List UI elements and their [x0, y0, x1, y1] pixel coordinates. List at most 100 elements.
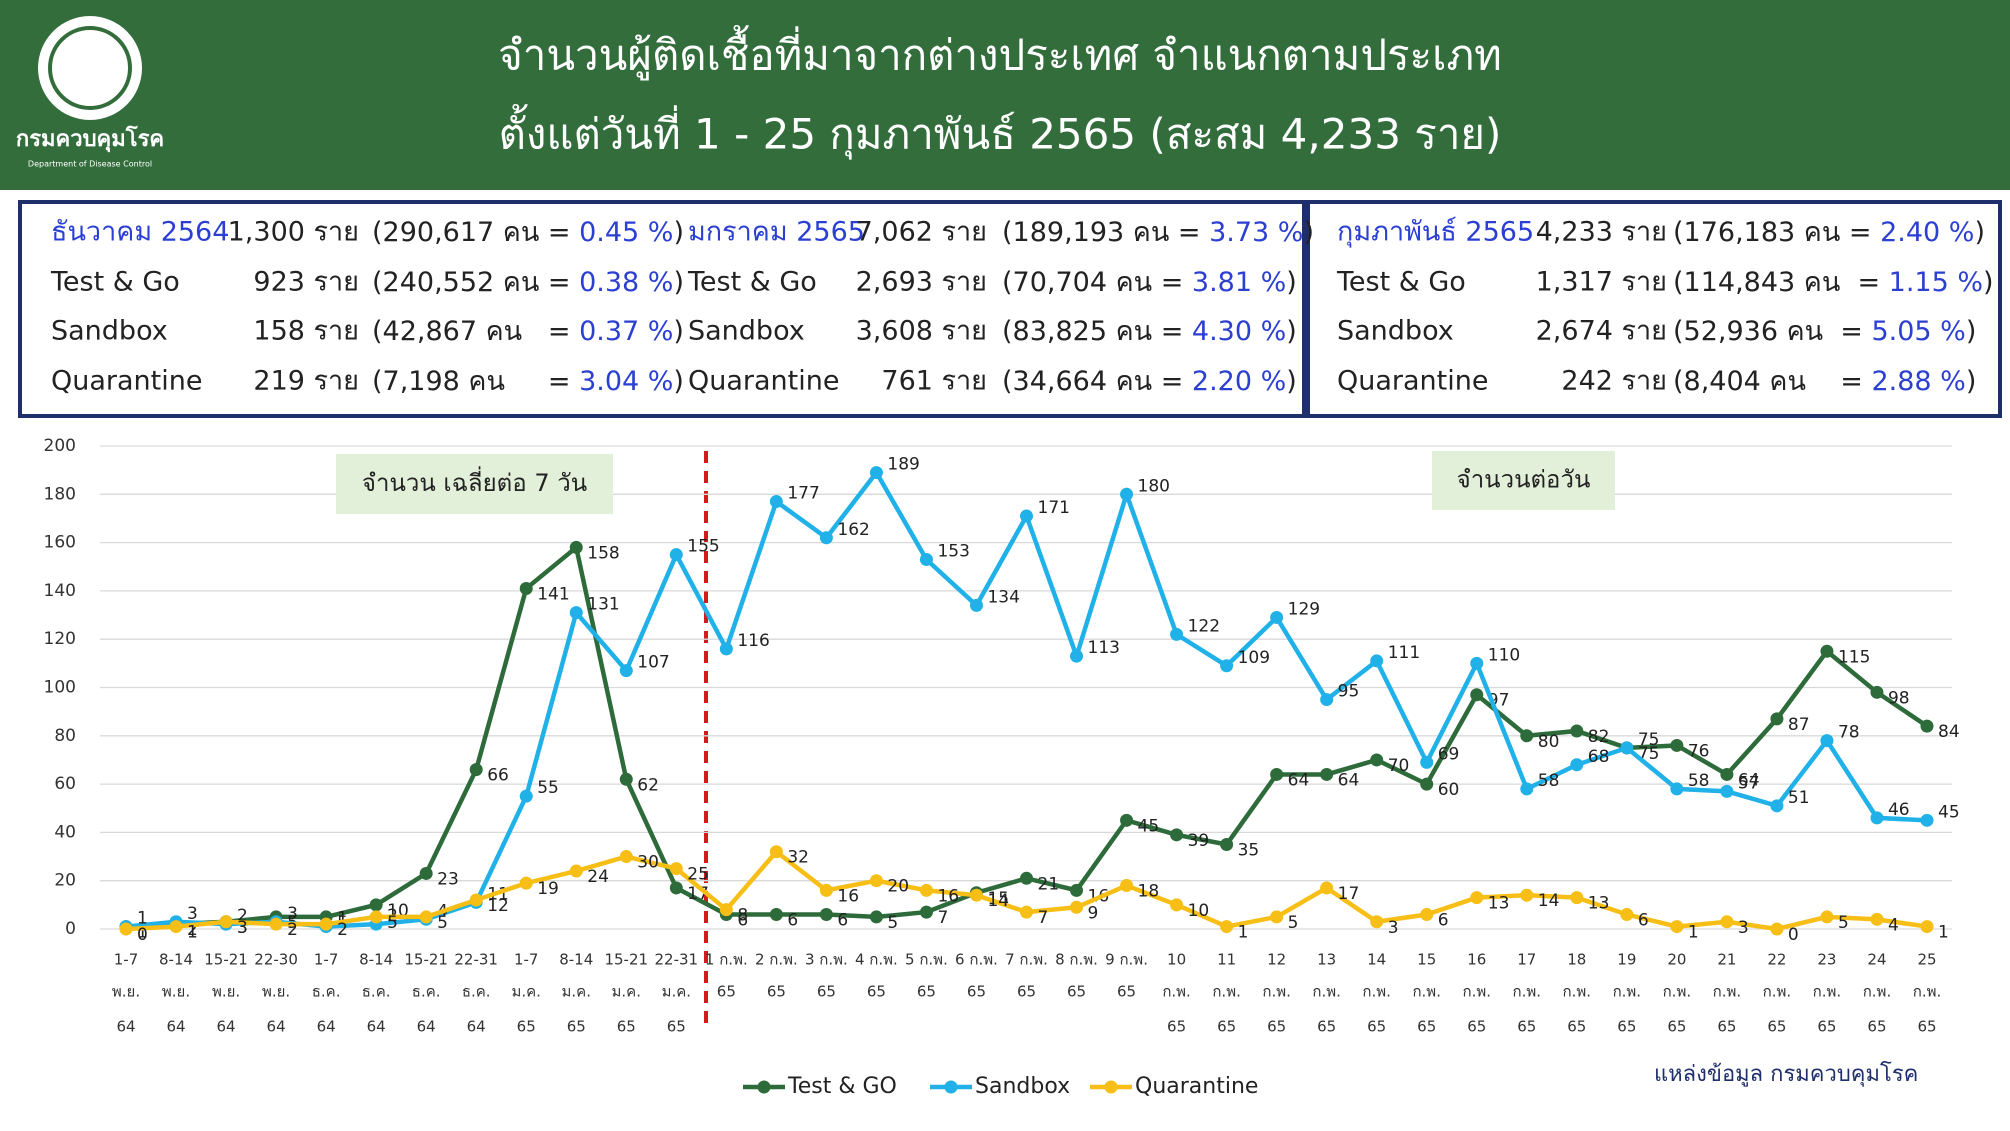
x-tick-label: พ.ย.	[162, 983, 190, 1001]
x-tick-label: 64	[166, 1018, 185, 1036]
data-label: 0	[1788, 925, 1799, 945]
x-tick-label: 1 ก.พ.	[705, 951, 748, 969]
x-tick-label: 64	[467, 1018, 486, 1036]
x-tick-label: ก.พ.	[1412, 983, 1441, 1001]
summary-label: Quarantine	[51, 366, 202, 397]
point	[1320, 881, 1334, 895]
point	[1420, 908, 1434, 922]
data-label: 5	[437, 913, 448, 933]
x-tick-label: 1-7	[314, 951, 339, 969]
x-tick-label: 65	[517, 1018, 536, 1036]
x-tick-label: พ.ย.	[212, 983, 240, 1001]
summary-detail: (7,198 คน = 3.04 %)	[372, 366, 684, 397]
point	[969, 598, 983, 612]
data-label: 7	[937, 908, 948, 928]
logo-text: กรมควบคุมโรค	[16, 125, 164, 153]
point	[719, 642, 733, 656]
title: จำนวนผู้ติดเชื้อที่มาจากต่างประเทศ จำแนก…	[498, 25, 1502, 81]
data-label: 5	[1288, 913, 1299, 933]
data-label: 57	[1738, 773, 1760, 793]
x-tick-label: 65	[1767, 1018, 1786, 1036]
people: (34,664 คน =	[1002, 366, 1192, 397]
point	[1570, 724, 1584, 738]
data-label: 64	[1338, 770, 1360, 790]
summary-count: 761 ราย	[881, 366, 987, 397]
data-label: 1	[1238, 923, 1249, 943]
data-label: 6	[1638, 911, 1649, 931]
rate: 0.37 %	[579, 316, 673, 347]
x-tick-label: 64	[317, 1018, 336, 1036]
data-label: 1	[137, 909, 148, 929]
data-label: 115	[1838, 647, 1870, 667]
data-label: 158	[587, 543, 619, 563]
point	[669, 862, 683, 876]
x-tick-label: ธ.ค.	[462, 983, 491, 1001]
x-tick-label: 12	[1267, 951, 1286, 969]
point	[1570, 758, 1584, 772]
point	[1420, 777, 1434, 791]
data-label: 109	[1238, 648, 1270, 668]
legend-label: Test & GO	[787, 1074, 897, 1099]
summary-count: 4,233 ราย	[1536, 217, 1667, 248]
point	[1770, 712, 1784, 726]
logo-ring	[48, 26, 132, 110]
point	[1870, 685, 1884, 699]
point	[369, 898, 383, 912]
x-tick-label: ก.พ.	[1262, 983, 1291, 1001]
data-label: 21	[1038, 874, 1060, 894]
rate: 3.81 %	[1192, 267, 1286, 298]
point	[1920, 920, 1934, 934]
data-label: 80	[1538, 732, 1560, 752]
data-label: 84	[1938, 722, 1960, 742]
x-tick-label: 64	[217, 1018, 236, 1036]
paren: )	[1286, 316, 1297, 347]
x-tick-label: 65	[767, 983, 786, 1001]
data-label: 177	[787, 484, 819, 504]
x-tick-label: 65	[1367, 1018, 1386, 1036]
summary-count: 7,062 ราย	[856, 217, 987, 248]
data-label: 8	[737, 906, 748, 926]
y-tick-label: 60	[54, 774, 76, 794]
x-tick-label: ก.พ.	[1713, 983, 1742, 1001]
x-tick-label: 65	[717, 983, 736, 1001]
data-label: 70	[1388, 756, 1410, 776]
y-tick-label: 160	[44, 533, 76, 553]
point	[619, 664, 633, 678]
x-tick-label: 17	[1517, 951, 1536, 969]
data-label: 35	[1238, 840, 1260, 860]
x-tick-label: ม.ค.	[662, 983, 691, 1001]
point	[119, 922, 133, 936]
point	[419, 866, 433, 880]
summary-label: Sandbox	[688, 316, 805, 347]
rate: 0.45 %	[579, 217, 673, 248]
x-tick-label: 1-7	[114, 951, 139, 969]
summary-label: Quarantine	[1337, 366, 1488, 397]
data-label: 2	[287, 920, 298, 940]
people: (290,617 คน =	[372, 217, 579, 248]
summary-label: มกราคม 2565	[688, 217, 865, 248]
point	[1120, 813, 1134, 827]
x-tick-label: 65	[1117, 983, 1136, 1001]
data-label: 180	[1138, 476, 1170, 496]
point	[1620, 908, 1634, 922]
annotation-box	[1432, 451, 1615, 510]
x-tick-label: ธ.ค.	[412, 983, 441, 1001]
summary-detail: (83,825 คน = 4.30 %)	[1002, 316, 1297, 347]
data-label: 45	[1138, 816, 1160, 836]
point	[1620, 741, 1634, 755]
summary-box	[18, 200, 1306, 418]
point	[1470, 656, 1484, 670]
x-tick-label: พ.ย.	[262, 983, 290, 1001]
people: (83,825 คน =	[1002, 316, 1192, 347]
summary-count: 2,674 ราย	[1536, 316, 1667, 347]
chart: 0204060801001201401601802001-7พ.ย.648-14…	[44, 436, 1960, 1099]
legend-marker	[757, 1080, 771, 1094]
rate: 0.38 %	[579, 267, 673, 298]
series-line	[125, 468, 1928, 929]
summary-count: 1,300 ราย	[228, 217, 359, 248]
point	[1020, 509, 1033, 523]
data-label: 87	[1788, 715, 1810, 735]
x-tick-label: 65	[1467, 1018, 1486, 1036]
point	[619, 772, 633, 786]
rate: 2.40 %	[1880, 217, 1974, 248]
